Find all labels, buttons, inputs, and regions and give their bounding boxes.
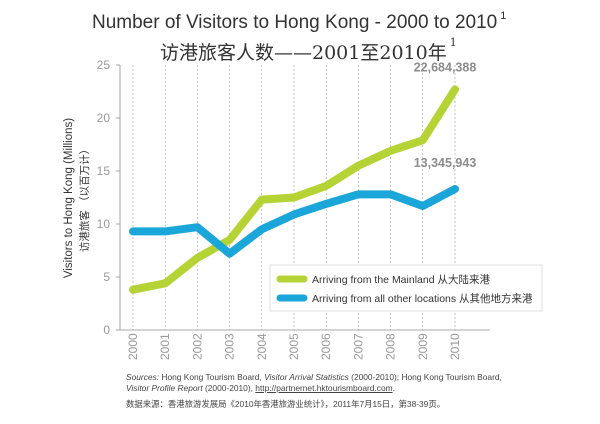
x-tick-label: 2009	[416, 333, 430, 360]
series-end-label: 22,684,388	[414, 60, 477, 74]
legend-box	[269, 264, 543, 312]
sources-note-zh: 数据来源：香港旅游发展局《2010年香港旅游业统计》，2011年7月15日，第3…	[126, 399, 446, 409]
sources-note: Sources: Hong Kong Tourism Board, Visito…	[126, 372, 502, 394]
chart-title-text: Number of Visitors to Hong Kong - 2000 t…	[92, 12, 498, 33]
legend-label: Arriving from the Mainland 从大陆来港	[312, 273, 490, 286]
x-tick-label: 2000	[126, 333, 140, 360]
title-footnote-mark: 1	[500, 10, 507, 22]
sources-end: .	[392, 383, 395, 393]
x-tick-label: 2007	[351, 333, 365, 360]
x-tick-label: 2006	[319, 333, 333, 360]
series-end-label: 13,345,943	[414, 156, 477, 170]
sources-part2: (2000-2010); Hong Kong Tourism Board,	[348, 372, 502, 382]
y-tick-label: 5	[103, 270, 110, 284]
x-tick-label: 2008	[384, 333, 398, 360]
chart-subtitle-text: 访港旅客人数——2001至2010年	[160, 42, 447, 64]
x-tick-label: 2004	[255, 333, 269, 360]
y-axis-title-zh: 访港旅客 （以百万计）	[78, 144, 91, 252]
subtitle-footnote-mark: 1	[449, 36, 457, 49]
series-line	[129, 85, 459, 294]
y-axis-title: Visitors to Hong Kong (Millions)	[63, 118, 75, 278]
y-tick-label: 10	[97, 217, 111, 231]
series-line	[129, 185, 459, 258]
sources-part1: Hong Kong Tourism Board,	[159, 372, 265, 382]
sources-publication1: Visitor Arrival Statistics	[264, 372, 349, 382]
chart-subtitle: 访港旅客人数——2001至2010年 1	[160, 36, 457, 65]
x-tick-label: 2010	[448, 333, 462, 360]
sources-publication2: Visitor Profile Report	[126, 383, 203, 393]
x-tick-label: 2003	[223, 333, 237, 360]
x-tick-label: 2001	[158, 333, 172, 360]
y-tick-label: 0	[103, 323, 110, 337]
sources-link[interactable]: http://partnernet.hktourismboard.com	[255, 383, 393, 393]
sources-prefix: Sources:	[126, 372, 160, 382]
y-tick-label: 25	[97, 58, 111, 72]
sources-part3: (2000-2010),	[202, 383, 256, 393]
x-tick-label: 2005	[287, 333, 301, 360]
chart-title: Number of Visitors to Hong Kong - 2000 t…	[92, 10, 507, 34]
x-tick-label: 2002	[190, 333, 204, 360]
legend-label: Arriving from all other locations 从其他地方来…	[312, 292, 533, 305]
y-tick-label: 20	[97, 111, 111, 125]
y-tick-label: 15	[97, 164, 111, 178]
